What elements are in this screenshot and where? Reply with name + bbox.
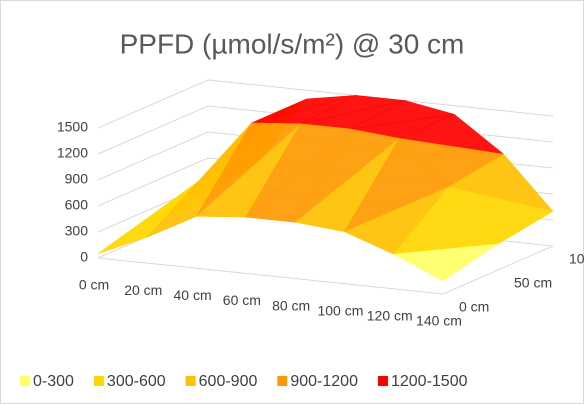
z-tick-label: 1200 bbox=[57, 145, 88, 161]
depth-tick-label: 100 cm bbox=[569, 251, 584, 267]
legend-swatch bbox=[20, 376, 30, 386]
x-tick-label: 140 cm bbox=[416, 313, 462, 329]
z-tick-label: 900 bbox=[65, 171, 89, 187]
depth-tick-label: 0 cm bbox=[459, 299, 489, 315]
depth-tick-label: 50 cm bbox=[514, 275, 552, 291]
chart-title: PPFD (µmol/s/m²) @ 30 cm bbox=[120, 28, 465, 59]
floor-edge bbox=[97, 245, 554, 295]
z-tick-label: 600 bbox=[65, 197, 89, 213]
legend-label: 600-900 bbox=[199, 373, 258, 390]
z-tick-label: 1500 bbox=[57, 119, 88, 135]
legend-label: 0-300 bbox=[33, 373, 74, 390]
legend-swatch bbox=[377, 376, 388, 386]
legend-label: 900-1200 bbox=[290, 373, 358, 390]
legend-swatch bbox=[277, 376, 288, 386]
legend-swatch bbox=[93, 376, 104, 386]
x-tick-label: 80 cm bbox=[272, 297, 310, 313]
x-tick-label: 40 cm bbox=[174, 287, 212, 303]
x-tick-label: 120 cm bbox=[367, 308, 413, 324]
x-tick-label: 60 cm bbox=[223, 292, 261, 308]
x-tick-label: 0 cm bbox=[79, 277, 109, 293]
surface-facet bbox=[392, 243, 499, 282]
grid-line bbox=[97, 79, 554, 129]
x-tick-label: 20 cm bbox=[124, 282, 162, 298]
legend-swatch bbox=[185, 376, 196, 386]
x-tick-label: 100 cm bbox=[317, 302, 363, 318]
legend-label: 300-600 bbox=[107, 373, 166, 390]
z-tick-label: 0 bbox=[80, 249, 88, 265]
z-tick-label: 300 bbox=[65, 223, 89, 239]
legend-label: 1200-1500 bbox=[391, 373, 468, 390]
